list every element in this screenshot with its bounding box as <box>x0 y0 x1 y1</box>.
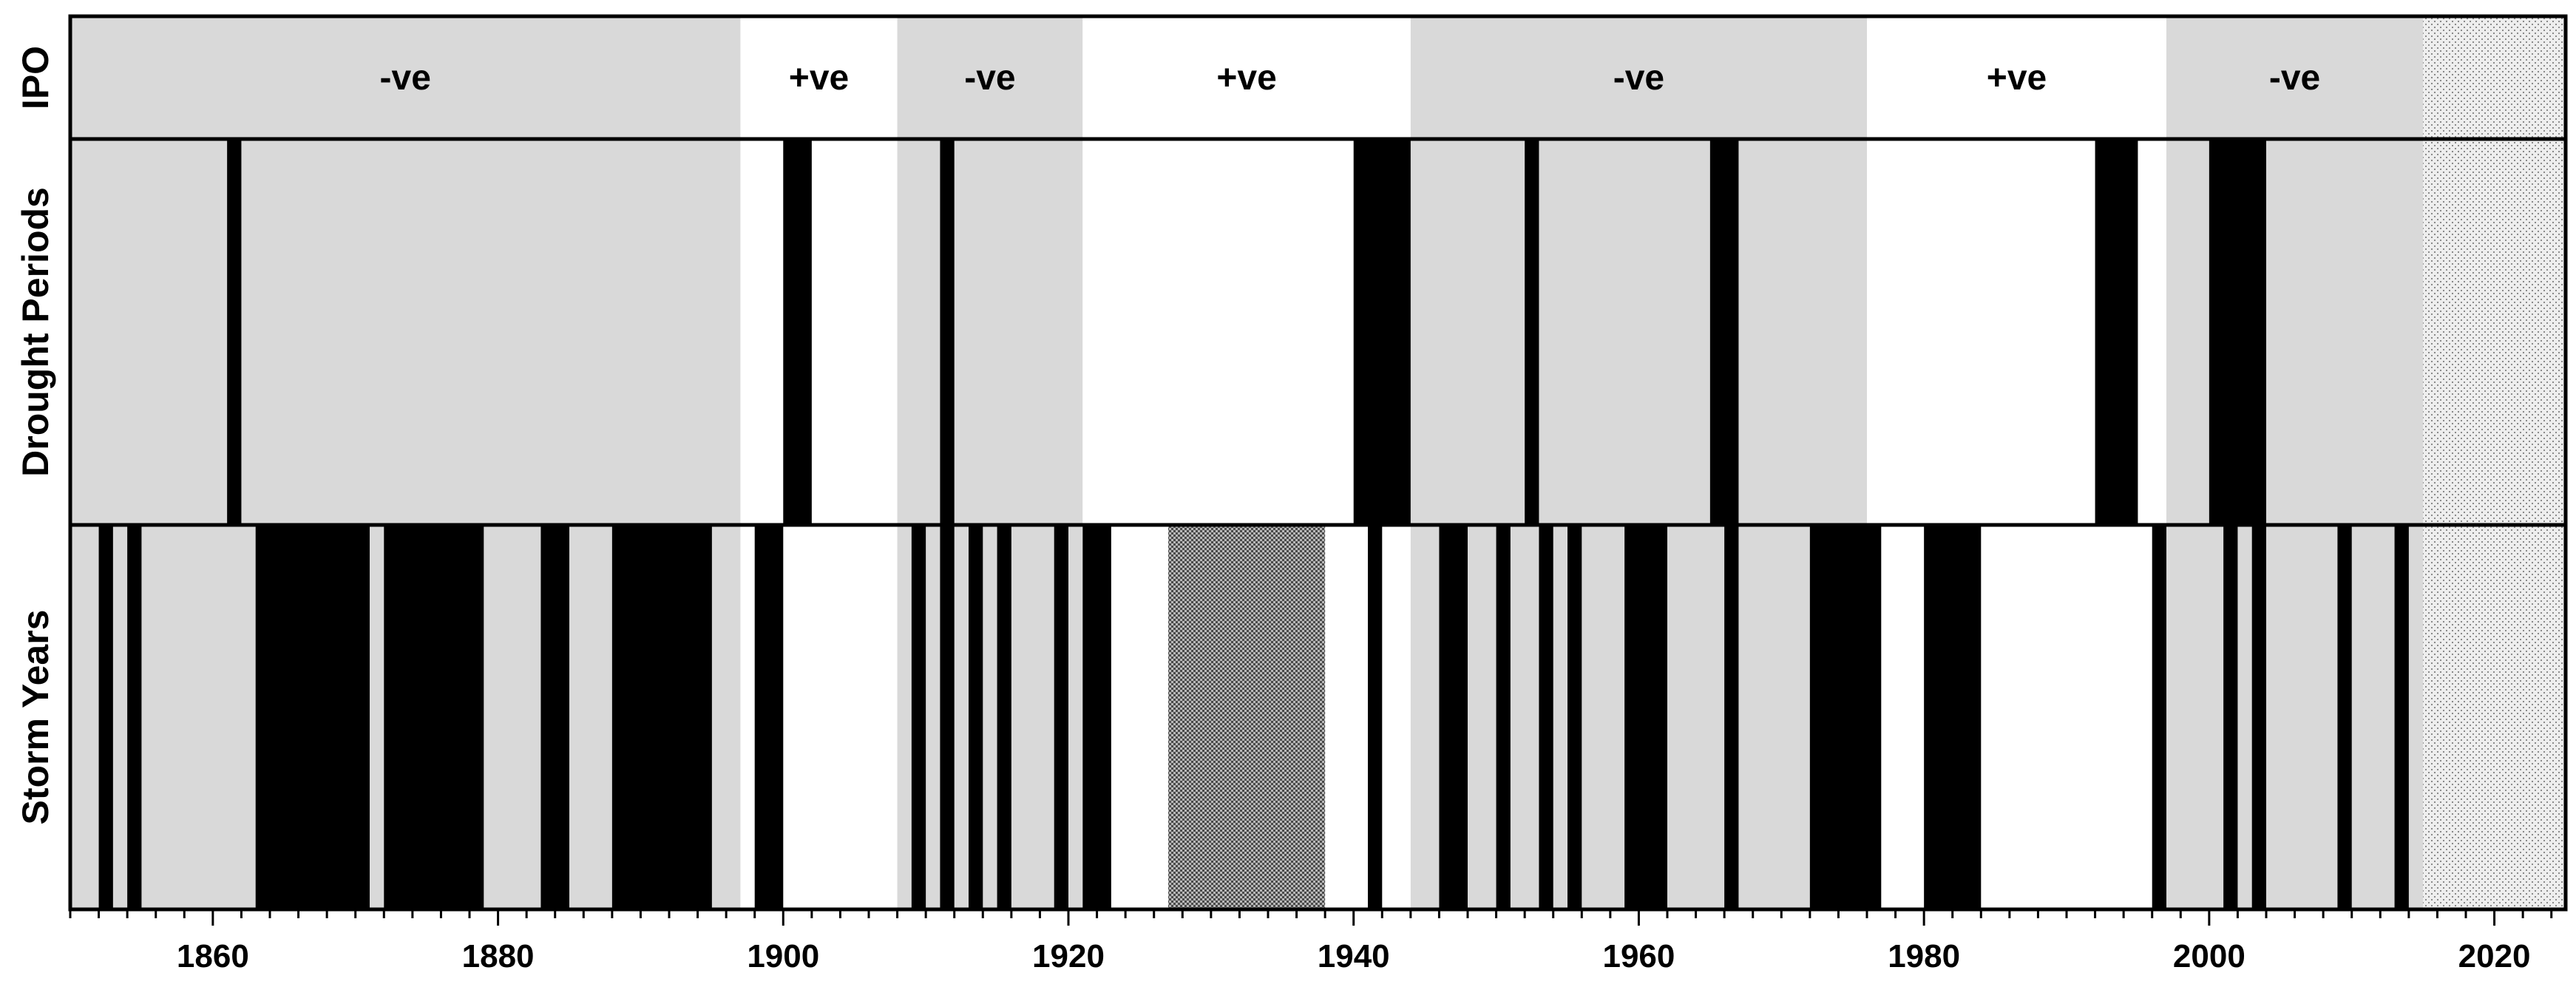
row-label-storm: Storm Years <box>15 610 56 825</box>
storm-bar-16 <box>1539 525 1553 909</box>
storm-bar-6 <box>754 525 784 909</box>
x-tick-label: 1980 <box>1888 938 1960 974</box>
no-data-region-0 <box>2423 16 2566 909</box>
storm-bar-22 <box>2152 525 2166 909</box>
row-label-drought: Drought Periods <box>15 187 56 477</box>
storm-bar-25 <box>2337 525 2352 909</box>
ipo-phase-label-5: +ve <box>1987 58 2047 98</box>
storm-bar-21 <box>1924 525 1982 909</box>
x-tick-label: 1860 <box>177 938 249 974</box>
storm-bar-18 <box>1624 525 1667 909</box>
drought-bar-7 <box>2209 139 2266 525</box>
ipo-phase-label-3: +ve <box>1216 58 1276 98</box>
storm-bar-1 <box>127 525 142 909</box>
row-labels: IPO Drought Periods Storm Years <box>15 46 56 825</box>
storm-bar-15 <box>1496 525 1511 909</box>
x-tick-label: 1960 <box>1602 938 1675 974</box>
drought-bar-2 <box>940 139 955 525</box>
storm-bar-10 <box>997 525 1011 909</box>
ipo-phase-band-6 <box>2166 16 2424 909</box>
storm-bar-8 <box>940 525 955 909</box>
storm-bar-9 <box>969 525 983 909</box>
storm-bar-14 <box>1439 525 1468 909</box>
ipo-phase-label-4: -ve <box>1613 58 1664 98</box>
no-data-regions <box>1168 16 2566 909</box>
row-label-ipo: IPO <box>15 46 56 109</box>
plot-border <box>68 14 2568 912</box>
x-tick-label: 1880 <box>462 938 535 974</box>
storm-bar-24 <box>2251 525 2266 909</box>
x-axis: 1860 1880 1900 1920 1940 1960 1980 2000 2020 <box>69 909 2553 974</box>
storm-bar-4 <box>540 525 569 909</box>
drought-bar-6 <box>2095 139 2138 525</box>
x-tick-label: 1940 <box>1318 938 1390 974</box>
x-tick-label: 2020 <box>2458 938 2531 974</box>
ipo-phase-label-2: -ve <box>964 58 1015 98</box>
ipo-phase-label-6: -ve <box>2269 58 2320 98</box>
storm-bar-17 <box>1567 525 1582 909</box>
drought-bar-5 <box>1709 139 1739 525</box>
storm-bar-26 <box>2394 525 2409 909</box>
storm-bar-3 <box>384 525 484 909</box>
event-bars <box>98 139 2409 909</box>
ipo-phase-label-1: +ve <box>789 58 849 98</box>
storm-bar-12 <box>1082 525 1111 909</box>
drought-bar-1 <box>783 139 812 525</box>
phase-labels: -ve +ve -ve +ve -ve +ve -ve <box>380 58 2321 98</box>
storm-bar-0 <box>98 525 113 909</box>
x-tick-label: 2000 <box>2173 938 2245 974</box>
storm-bar-11 <box>1054 525 1068 909</box>
storm-bar-23 <box>2223 525 2238 909</box>
storm-bar-13 <box>1368 525 1383 909</box>
x-tick-label: 1920 <box>1032 938 1105 974</box>
storm-bar-7 <box>911 525 926 909</box>
storm-bar-20 <box>1809 525 1882 909</box>
storm-bar-2 <box>255 525 370 909</box>
drought-bar-3 <box>1353 139 1411 525</box>
ipo-phase-band-2 <box>897 16 1083 909</box>
storm-bar-19 <box>1724 525 1739 909</box>
ipo-phase-label-0: -ve <box>380 58 431 98</box>
drought-bar-4 <box>1525 139 1539 525</box>
no-data-region-1 <box>1168 525 1326 909</box>
drought-bar-0 <box>227 139 242 525</box>
chart-frame <box>68 14 2568 912</box>
x-tick-label: 1900 <box>747 938 819 974</box>
storm-bar-5 <box>611 525 712 909</box>
